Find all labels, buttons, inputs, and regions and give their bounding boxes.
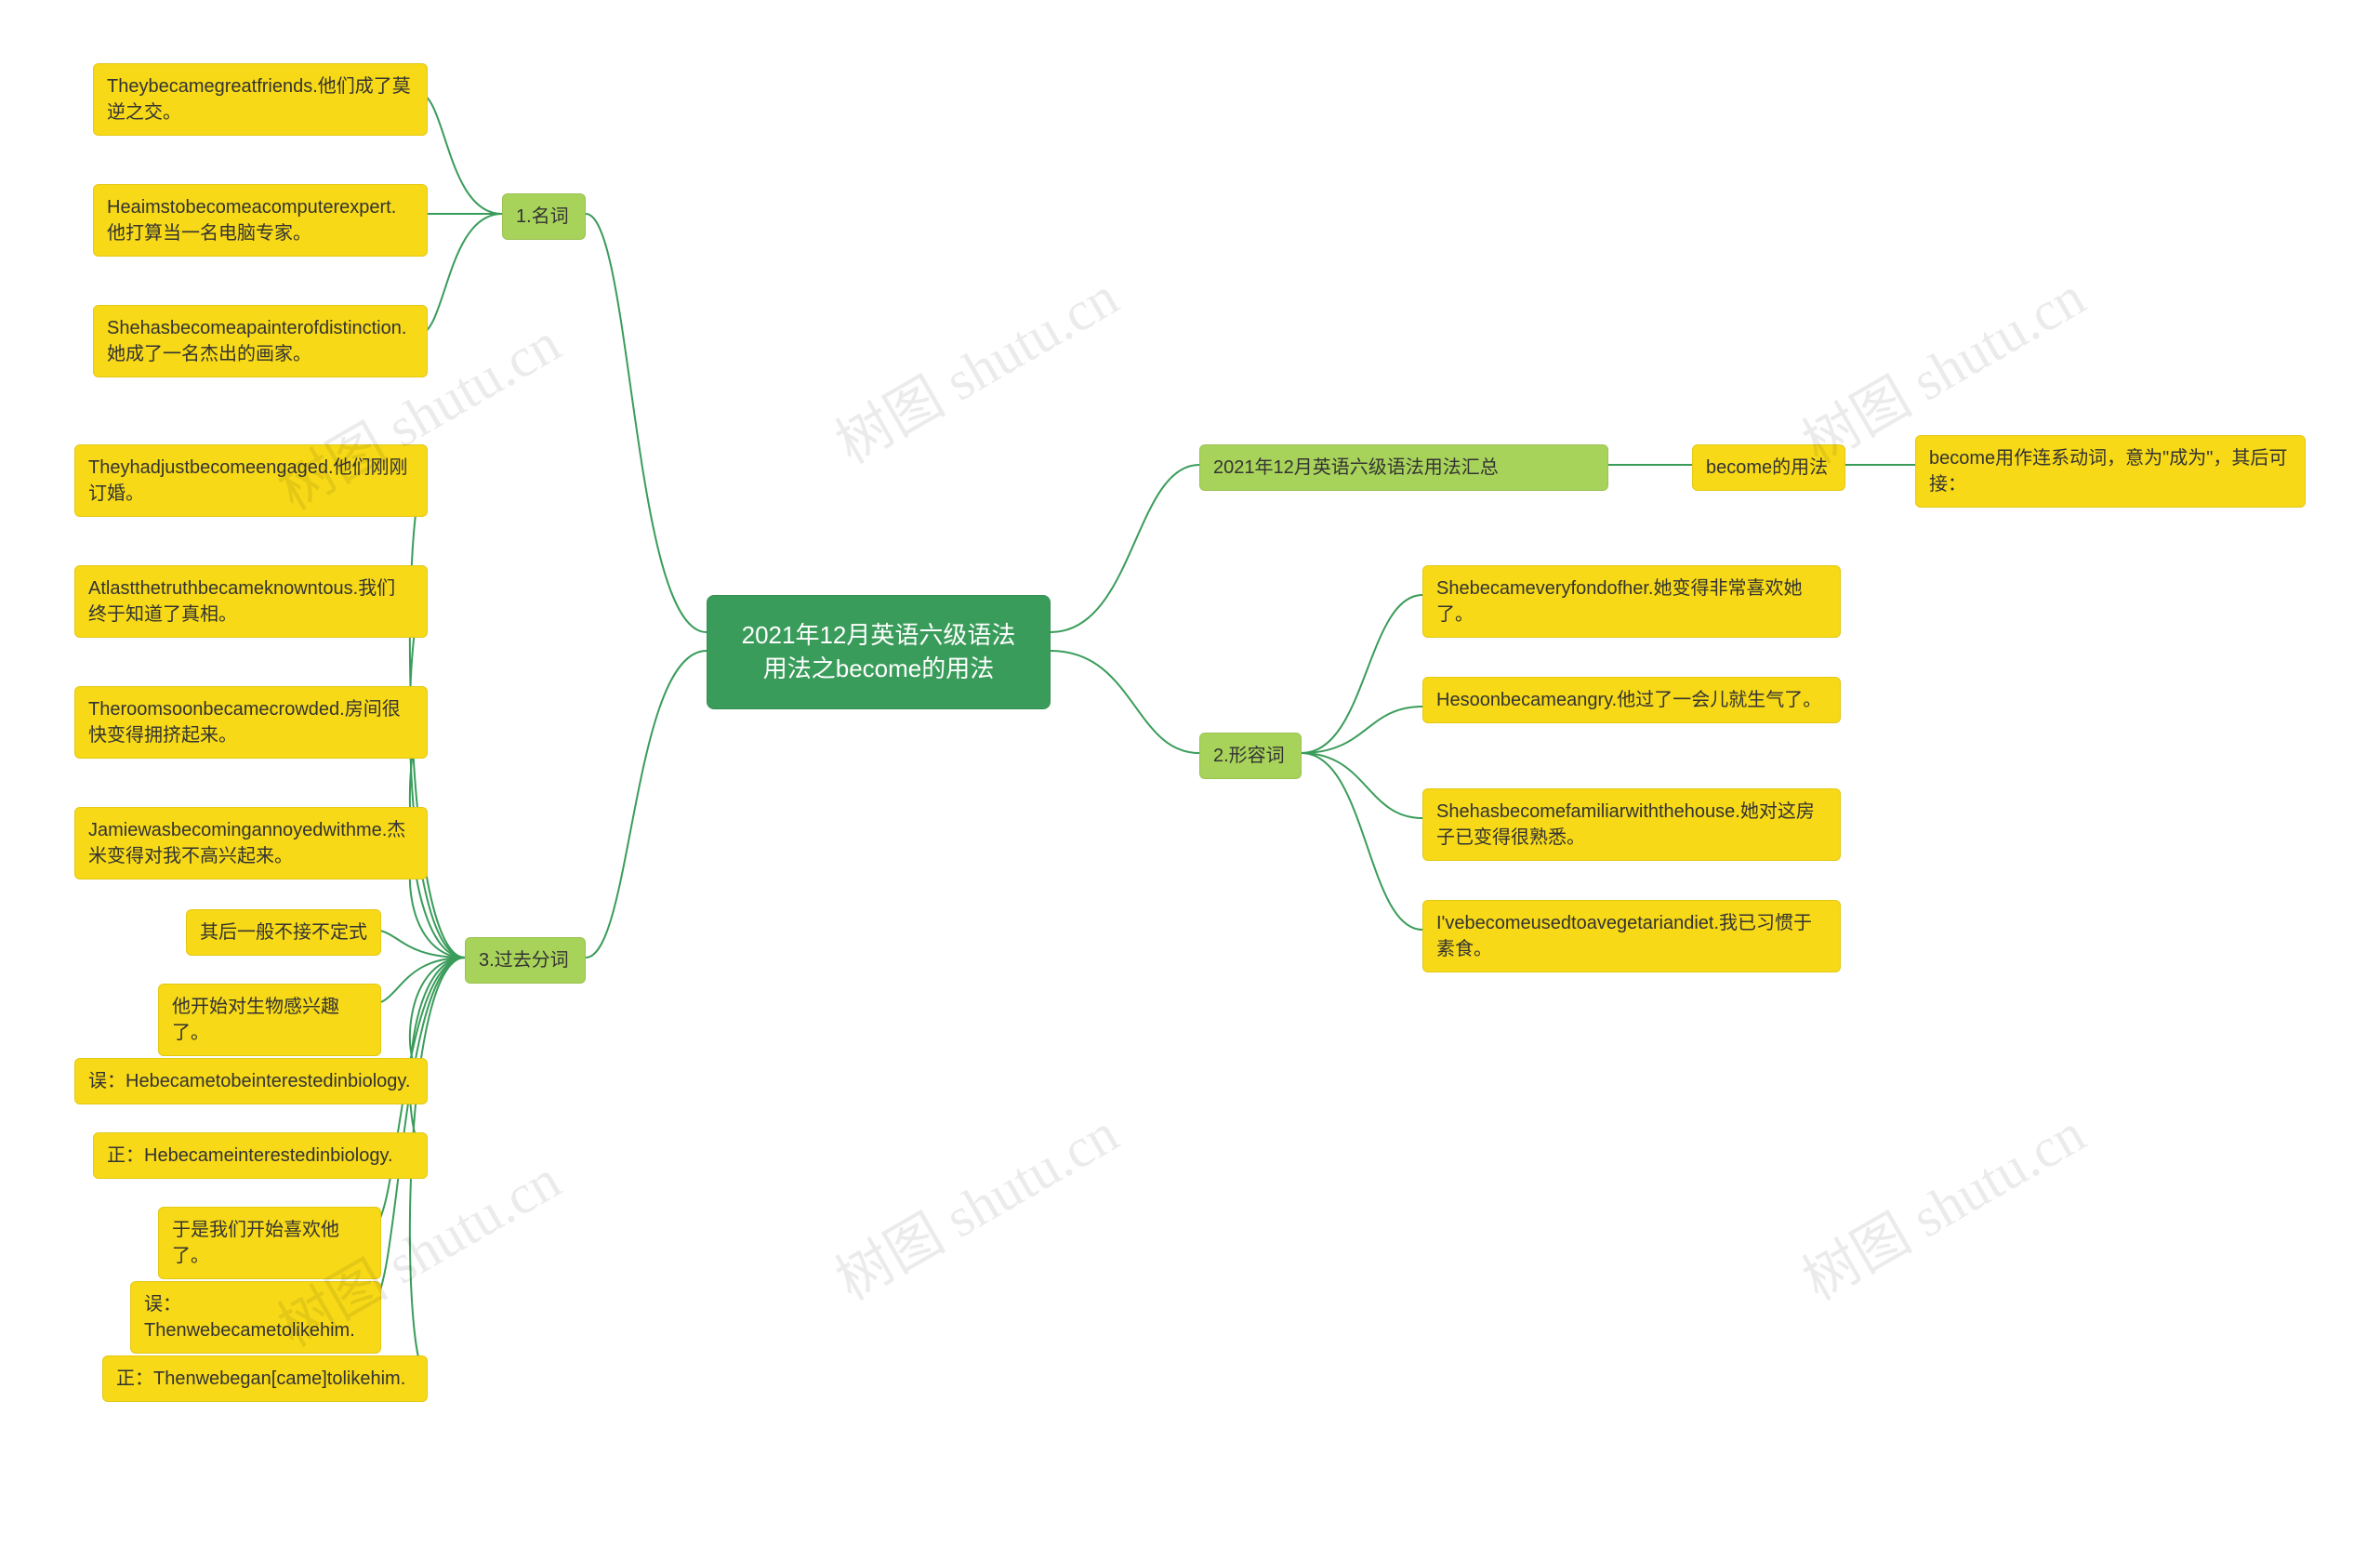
pp-item-2[interactable]: Theroomsoonbecamecrowded.房间很快变得拥挤起来。 [74, 686, 428, 759]
pp-item-6[interactable]: 误：Hebecametobeinterestedinbiology. [74, 1058, 428, 1104]
adjective-branch[interactable]: 2.形容词 [1199, 733, 1302, 779]
past-participle-branch[interactable]: 3.过去分词 [465, 937, 586, 984]
adj-item-0[interactable]: Shebecameveryfondofher.她变得非常喜欢她了。 [1422, 565, 1841, 638]
pp-item-4[interactable]: 其后一般不接不定式 [186, 909, 381, 956]
watermark: 树图 shutu.cn [819, 1090, 1130, 1316]
pp-item-9[interactable]: 误：Thenwebecametolikehim. [130, 1281, 381, 1354]
pp-item-10[interactable]: 正：Thenwebegan[came]tolikehim. [102, 1355, 428, 1402]
adj-item-3[interactable]: I'vebecomeusedtoavegetariandiet.我已习惯于素食。 [1422, 900, 1841, 972]
root-line2: 用法之become的用法 [726, 652, 1031, 685]
pp-item-8[interactable]: 于是我们开始喜欢他了。 [158, 1207, 381, 1279]
watermark: 树图 shutu.cn [819, 253, 1130, 480]
become-usage-node[interactable]: become的用法 [1692, 444, 1845, 491]
noun-item-2[interactable]: Shehasbecomeapainterofdistinction.她成了一名杰… [93, 305, 428, 377]
pp-item-7[interactable]: 正：Hebecameinterestedinbiology. [93, 1132, 428, 1179]
adj-item-2[interactable]: Shehasbecomefamiliarwiththehouse.她对这房子已变… [1422, 788, 1841, 861]
pp-item-5[interactable]: 他开始对生物感兴趣了。 [158, 984, 381, 1056]
watermark: 树图 shutu.cn [1786, 1090, 2097, 1316]
become-definition-node[interactable]: become用作连系动词，意为"成为"，其后可接： [1915, 435, 2306, 508]
noun-item-0[interactable]: Theybecamegreatfriends.他们成了莫逆之交。 [93, 63, 428, 136]
root-node[interactable]: 2021年12月英语六级语法 用法之become的用法 [707, 595, 1051, 709]
pp-item-0[interactable]: Theyhadjustbecomeengaged.他们刚刚订婚。 [74, 444, 428, 517]
pp-item-3[interactable]: Jamiewasbecomingannoyedwithme.杰米变得对我不高兴起… [74, 807, 428, 879]
adj-item-1[interactable]: Hesoonbecameangry.他过了一会儿就生气了。 [1422, 677, 1841, 723]
summary-node[interactable]: 2021年12月英语六级语法用法汇总 [1199, 444, 1608, 491]
noun-branch[interactable]: 1.名词 [502, 193, 586, 240]
noun-item-1[interactable]: Heaimstobecomeacomputerexpert.他打算当一名电脑专家… [93, 184, 428, 257]
root-line1: 2021年12月英语六级语法 [726, 618, 1031, 652]
pp-item-1[interactable]: Atlastthetruthbecameknowntous.我们终于知道了真相。 [74, 565, 428, 638]
